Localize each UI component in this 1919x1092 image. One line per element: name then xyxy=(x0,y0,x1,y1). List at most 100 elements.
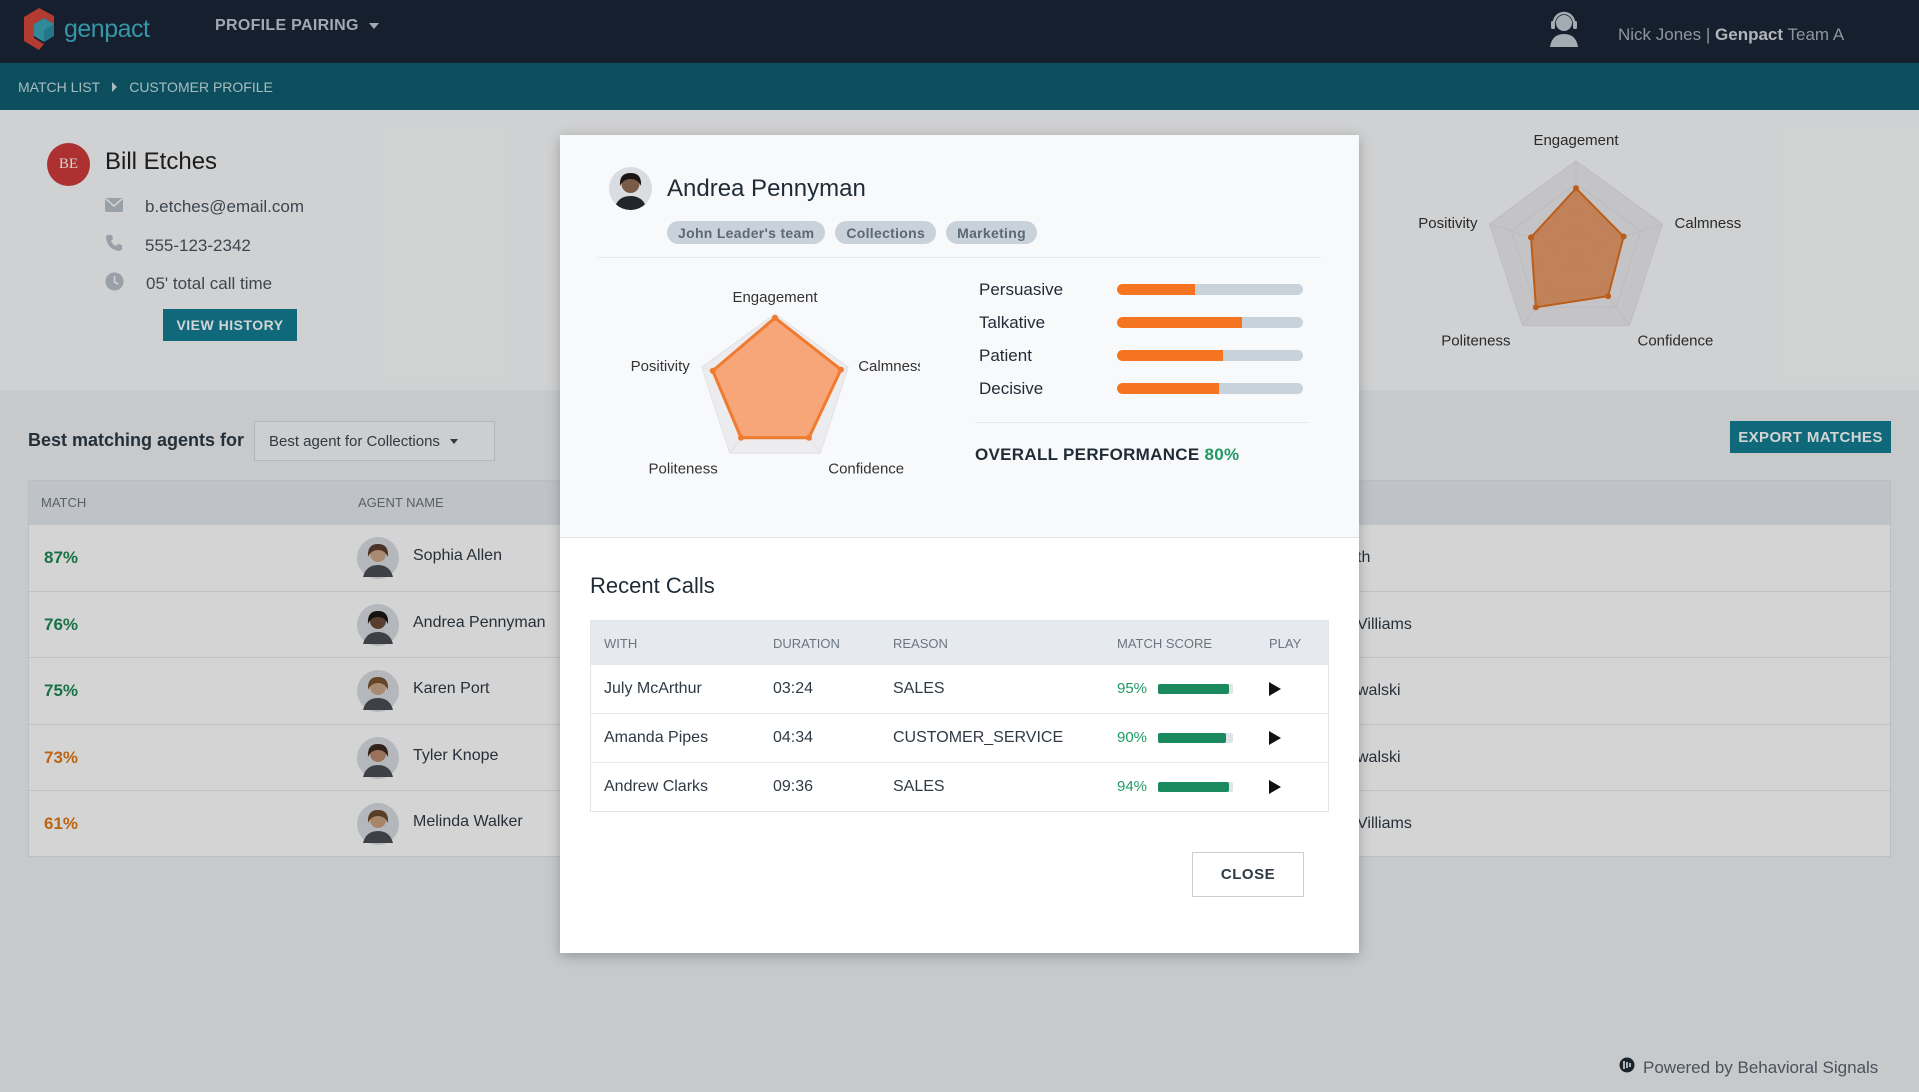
agent-name[interactable]: Karen Port xyxy=(413,680,490,697)
agent-avatar xyxy=(357,670,399,712)
match-criteria-select[interactable]: Best agent for Collections xyxy=(254,421,495,461)
radar-point xyxy=(1573,185,1579,192)
chevron-down-icon xyxy=(368,23,379,29)
select-value: Best agent for Collections xyxy=(269,432,440,450)
radar-point xyxy=(738,434,745,441)
export-matches-button[interactable]: EXPORT MATCHES xyxy=(1730,421,1891,453)
radar-label: Calmness xyxy=(1675,215,1742,232)
trait-row: Persuasive xyxy=(979,277,1303,310)
customer-avatar: BE xyxy=(47,143,90,186)
recent-calls-title: Recent Calls xyxy=(590,573,715,598)
customer-radar-chart: Engagement Calmness Confidence Politeness Po… xyxy=(1418,132,1742,350)
chevron-right-icon xyxy=(112,81,118,92)
col-reason: REASON xyxy=(893,636,948,651)
call-score: 90% xyxy=(1117,729,1148,746)
radar-area xyxy=(710,315,843,440)
user-team: Team A xyxy=(1787,25,1845,44)
radar-label: Politeness xyxy=(649,460,718,477)
agent-name: Andrea Pennyman xyxy=(667,175,866,202)
performance-value: 80% xyxy=(1204,445,1240,464)
view-history-button[interactable]: VIEW HISTORY xyxy=(163,309,297,341)
recent-calls-header: WITH DURATION REASON MATCH SCORE PLAY xyxy=(591,621,1328,664)
radar-label: Engagement xyxy=(732,289,818,306)
radar-label: Positivity xyxy=(631,358,691,375)
trait-bar-fill xyxy=(1117,383,1220,394)
trait-label: Decisive xyxy=(979,379,1044,398)
agent-name[interactable]: Sophia Allen xyxy=(413,547,502,564)
radar-point xyxy=(805,434,812,441)
call-score: 95% xyxy=(1117,680,1148,697)
radar-label: Calmness xyxy=(858,358,920,375)
col-agent-name[interactable]: AGENT NAME xyxy=(358,495,444,510)
list-title: Best matching agents for xyxy=(28,430,245,450)
trait-bar-fill xyxy=(1117,284,1196,295)
radar-point xyxy=(837,366,844,373)
team-leader: th xyxy=(1357,549,1371,566)
col-match[interactable]: MATCH xyxy=(41,495,87,510)
play-icon[interactable] xyxy=(1269,682,1281,696)
agent-avatar xyxy=(357,537,399,579)
call-duration: 03:24 xyxy=(773,680,814,697)
top-bar: genpact PROFILE PAIRING Nick Jones | Gen… xyxy=(0,0,1919,63)
agent-avatar xyxy=(357,736,399,779)
col-match-score: MATCH SCORE xyxy=(1117,636,1213,651)
powered-by-text: Powered by Behavioral Signals xyxy=(1643,1057,1879,1077)
trait-bar-fill xyxy=(1117,350,1224,361)
play-icon[interactable] xyxy=(1269,731,1281,745)
agent-name[interactable]: Melinda Walker xyxy=(413,813,523,830)
agent-name[interactable]: Tyler Knope xyxy=(413,746,499,764)
team-leader: walski xyxy=(1357,748,1401,766)
match-percent: 87% xyxy=(44,548,79,567)
trait-row: Patient xyxy=(979,343,1303,376)
call-reason: SALES xyxy=(893,680,945,697)
radar-point xyxy=(772,314,778,321)
user-separator: | xyxy=(1705,25,1711,44)
call-reason: CUSTOMER_SERVICE xyxy=(893,729,1064,746)
agent-name[interactable]: Andrea Pennyman xyxy=(413,613,546,631)
tag-marketing: Marketing xyxy=(946,221,1037,244)
radar-point xyxy=(1620,233,1627,240)
breadcrumb-match-list[interactable]: MATCH LIST xyxy=(18,78,101,95)
profile-pairing-menu[interactable]: PROFILE PAIRING xyxy=(215,17,379,35)
envelope-icon xyxy=(105,197,123,217)
agent-avatar xyxy=(609,167,652,210)
trait-row: Talkative xyxy=(979,310,1303,343)
radar-area xyxy=(1529,186,1625,309)
user-name: Nick Jones xyxy=(1618,25,1702,44)
col-with: WITH xyxy=(604,636,638,651)
radar-label: Confidence xyxy=(1637,333,1713,350)
customer-calltime-line: 05' total call time xyxy=(105,272,272,296)
score-bar xyxy=(1158,733,1233,743)
phone-icon xyxy=(105,234,123,257)
breadcrumb: MATCH LIST CUSTOMER PROFILE xyxy=(0,63,1919,110)
user-info[interactable]: Nick Jones | Genpact Team A xyxy=(1618,25,1844,45)
trait-label: Persuasive xyxy=(979,280,1064,299)
behavioral-signals-icon xyxy=(1619,1057,1635,1078)
customer-email[interactable]: b.etches@email.com xyxy=(145,197,304,216)
agent-detail-modal: Andrea Pennyman John Leader's team Colle… xyxy=(560,135,1359,953)
play-icon[interactable] xyxy=(1269,780,1281,794)
customer-call-time: 05' total call time xyxy=(146,274,273,293)
radar-point xyxy=(1532,304,1539,311)
team-leader: Villiams xyxy=(1357,615,1412,633)
customer-email-line: b.etches@email.com xyxy=(105,197,304,217)
call-reason: SALES xyxy=(893,778,945,795)
user-company: Genpact xyxy=(1715,25,1784,44)
headset-agent-icon[interactable] xyxy=(1544,9,1584,54)
match-percent: 73% xyxy=(44,747,79,767)
genpact-logo[interactable]: genpact xyxy=(22,6,150,52)
call-duration: 09:36 xyxy=(773,778,814,795)
radar-point xyxy=(1527,234,1534,241)
close-button[interactable]: CLOSE xyxy=(1192,852,1304,897)
score-bar-fill xyxy=(1158,684,1230,694)
recent-calls-table: WITH DURATION REASON MATCH SCORE PLAY Ju… xyxy=(590,620,1329,812)
clock-icon xyxy=(105,272,124,296)
radar-label: Politeness xyxy=(1441,333,1510,350)
col-play: PLAY xyxy=(1269,636,1302,651)
agent-radar-chart: Engagement Calmness Confidence Politeness Po… xyxy=(631,289,920,477)
match-percent: 61% xyxy=(44,814,79,833)
call-row: July McArthur 03:24 SALES 95% xyxy=(591,664,1328,713)
score-bar-fill xyxy=(1158,733,1226,743)
chevron-down-icon xyxy=(449,438,458,444)
tag-team: John Leader's team xyxy=(667,221,826,244)
